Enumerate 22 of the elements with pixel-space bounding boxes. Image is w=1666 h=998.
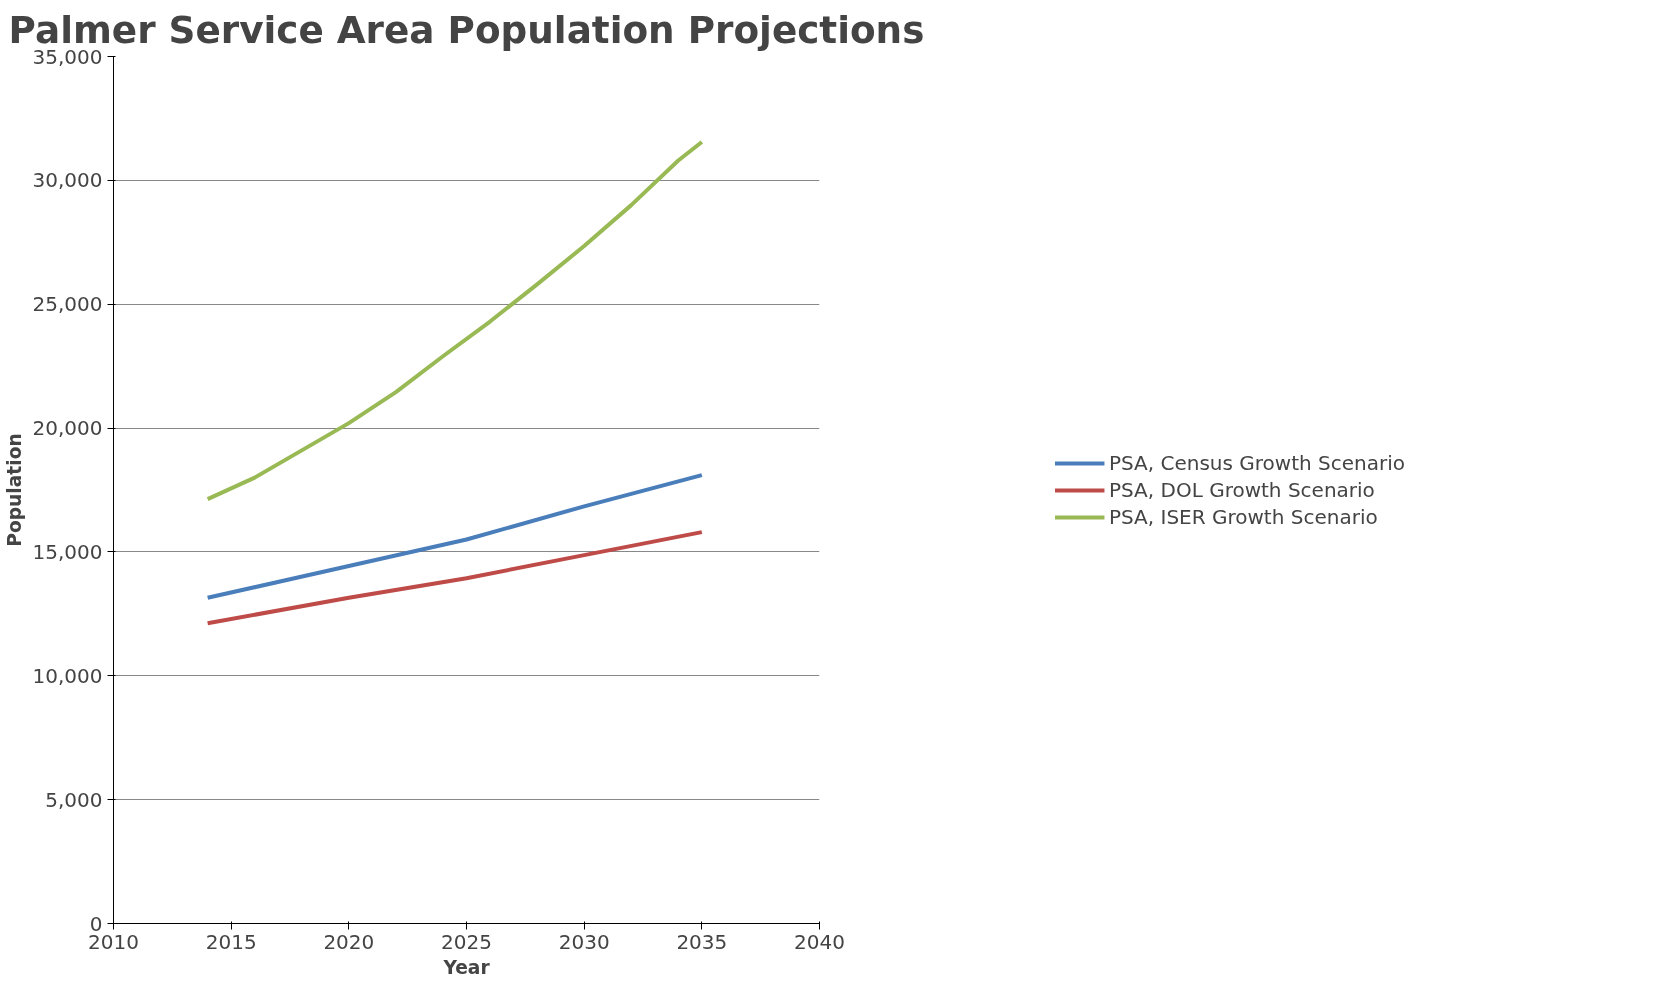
x-tick-label: 2025 [441, 929, 492, 954]
x-tick-label: 2015 [205, 929, 257, 954]
legend-label: PSA, Census Growth Scenario [1108, 450, 1406, 475]
x-tick-label: 2040 [794, 929, 845, 954]
legend-label: PSA, ISER Growth Scenario [1108, 504, 1378, 529]
legend-label: PSA, DOL Growth Scenario [1108, 477, 1375, 502]
line-series [205, 473, 704, 600]
x-tick-label: 2020 [323, 929, 375, 954]
x-tick-label: 2030 [558, 929, 610, 954]
y-tick-label: 5,000 [45, 787, 103, 812]
x-axis-title: Year [442, 956, 491, 978]
y-tick-label: 35,000 [32, 44, 103, 69]
line-series [205, 530, 704, 626]
y-tick-label: 10,000 [32, 663, 103, 688]
y-tick-label: 25,000 [32, 292, 103, 317]
y-tick-label: 0 [89, 911, 103, 936]
y-tick-label: 20,000 [32, 416, 103, 441]
y-axis-title: Population [3, 433, 25, 547]
y-tick-label: 30,000 [32, 168, 103, 193]
x-tick-label: 2035 [676, 929, 728, 954]
line-series [205, 139, 704, 502]
y-tick-label: 15,000 [32, 539, 103, 564]
